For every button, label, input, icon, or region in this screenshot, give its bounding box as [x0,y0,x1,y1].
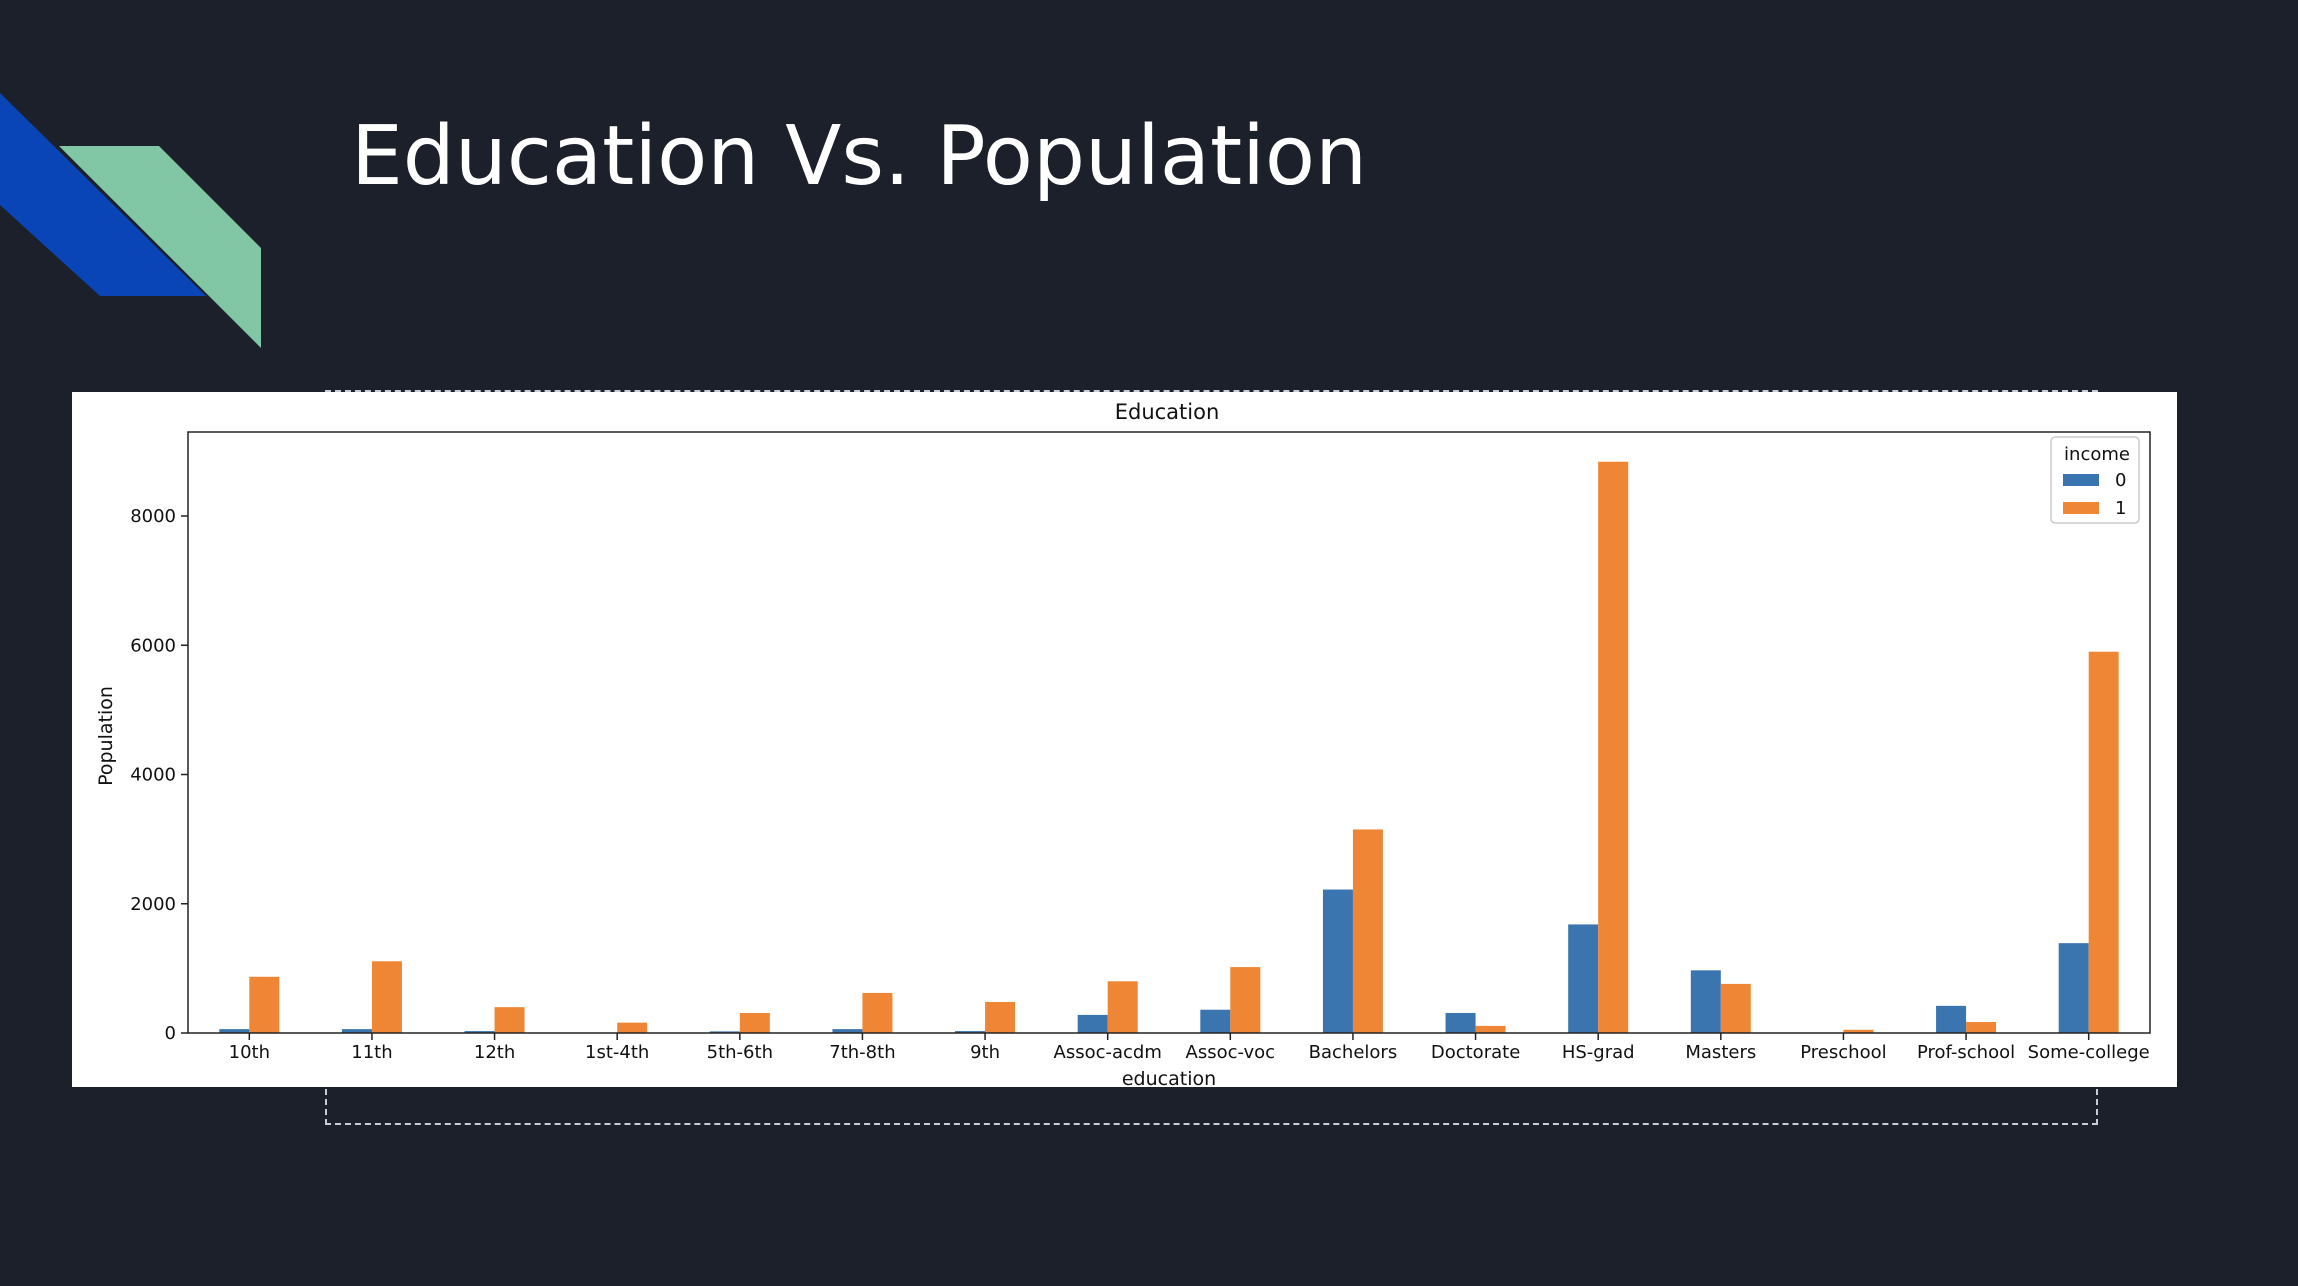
bar-9th-income-0 [955,1031,986,1033]
bar-7th-8th-income-1 [862,992,893,1033]
x-tick-label-5th-6th: 5th-6th [707,1042,773,1063]
bar-doctorate-income-1 [1475,1025,1506,1033]
bar-7th-8th-income-0 [832,1029,863,1033]
bar-bachelors-income-1 [1352,829,1383,1033]
x-tick-label-11th: 11th [351,1042,392,1063]
bar-hs-grad-income-1 [1598,461,1629,1034]
y-tick-label-6000: 6000 [130,635,176,656]
legend-label-series-0: 0 [2115,470,2126,491]
x-tick-label-masters: Masters [1685,1042,1756,1063]
plot-frame [187,431,2151,1034]
y-tick-label-2000: 2000 [130,894,176,915]
x-tick-label-some-college: Some-college [2028,1042,2150,1063]
bar-9th-income-1 [985,1001,1016,1033]
x-tick-label-bachelors: Bachelors [1309,1042,1398,1063]
legend-swatch-series-1 [2063,502,2099,514]
bar-1st-4th-income-1 [617,1022,648,1033]
legend-swatch-series-0 [2063,474,2099,486]
bar-masters-income-1 [1720,983,1751,1033]
legend-label-series-1: 1 [2115,498,2126,519]
chart-image: Education 0 2000 4000 6000 8000 10th 11th 12th… [72,392,2177,1087]
y-axis: 0 2000 4000 6000 8000 [130,506,188,1044]
x-tick-label-10th: 10th [229,1042,270,1063]
x-tick-label-assoc-acdm: Assoc-acdm [1054,1042,1162,1063]
x-tick-label-prof-school: Prof-school [1917,1042,2015,1063]
bar-bachelors-income-0 [1322,889,1353,1033]
slide-title: Education Vs. Population [351,109,1368,204]
bar-doctorate-income-0 [1445,1012,1476,1033]
x-tick-label-preschool: Preschool [1800,1042,1886,1063]
bar-some-college-income-1 [2088,651,2119,1033]
bar-11th-income-0 [341,1029,372,1033]
y-axis-label: Population [95,686,117,786]
bar-masters-income-0 [1690,970,1721,1033]
bar-10th-income-1 [249,976,280,1033]
bar-some-college-income-0 [2058,943,2089,1033]
bar-preschool-income-1 [1843,1029,1874,1033]
bar-12th-income-0 [464,1031,495,1033]
x-axis-label: education [1122,1068,1216,1087]
x-tick-label-1st-4th: 1st-4th [585,1042,649,1063]
x-tick-label-7th-8th: 7th-8th [829,1042,895,1063]
corner-stripes-decoration [0,93,261,348]
x-tick-label-doctorate: Doctorate [1431,1042,1520,1063]
y-tick-label-4000: 4000 [130,765,176,786]
legend-title: income [2064,444,2130,465]
y-tick-label-8000: 8000 [130,506,176,527]
education-bar-chart: Education 0 2000 4000 6000 8000 10th 11th 12th… [95,400,2151,1087]
bar-5th-6th-income-0 [709,1031,740,1033]
green-stripe [59,146,261,348]
bar-assoc-voc-income-0 [1200,1009,1231,1033]
legend: income 0 1 [2050,436,2140,524]
bar-prof-school-income-1 [1966,1022,1997,1033]
x-axis: 10th 11th 12th 1st-4th 5th-6th 7th-8th 9th Asso… [229,1033,2150,1063]
bar-prof-school-income-0 [1936,1005,1967,1033]
bar-5th-6th-income-1 [739,1012,770,1033]
bar-assoc-acdm-income-0 [1077,1014,1108,1033]
y-tick-label-0: 0 [165,1023,176,1044]
x-tick-label-12th: 12th [474,1042,515,1063]
bar-12th-income-1 [494,1007,525,1033]
bar-10th-income-0 [219,1029,250,1033]
blue-stripe [0,93,206,296]
bar-assoc-acdm-income-1 [1107,981,1138,1033]
bar-assoc-voc-income-1 [1230,967,1261,1033]
x-tick-label-assoc-voc: Assoc-voc [1186,1042,1276,1063]
bar-11th-income-1 [371,961,402,1033]
chart-title: Education [1115,400,1220,424]
bar-hs-grad-income-0 [1568,924,1599,1033]
x-tick-label-hs-grad: HS-grad [1562,1042,1635,1063]
x-tick-label-9th: 9th [970,1042,1000,1063]
bars-group [219,461,2119,1034]
